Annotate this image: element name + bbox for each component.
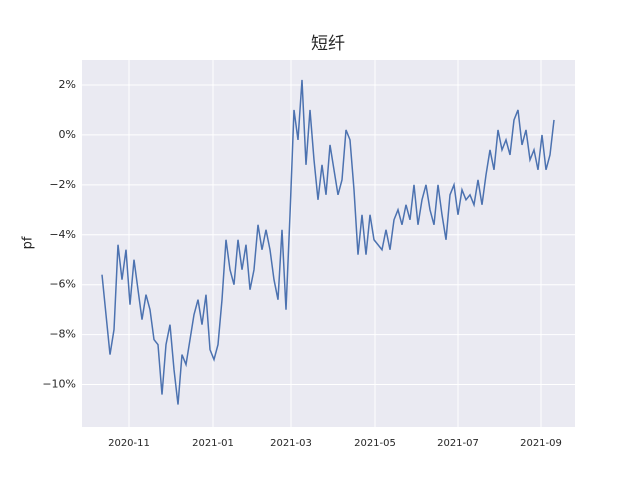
x-tick-label: 2021-05 (354, 438, 396, 449)
x-tick-label: 2021-03 (270, 438, 312, 449)
y-tick-label: 2% (59, 78, 76, 91)
x-tick-label: 2021-01 (192, 438, 234, 449)
y-tick-label: −2% (49, 178, 76, 191)
y-tick-label: −4% (49, 228, 76, 241)
y-tick-label: −10% (42, 378, 76, 391)
y-tick-label: 0% (59, 128, 76, 141)
y-tick-label: −6% (49, 278, 76, 291)
x-tick-label: 2021-09 (520, 438, 562, 449)
y-tick-label: −8% (49, 328, 76, 341)
plot-area (82, 60, 575, 427)
chart-title: 短纤 (311, 34, 345, 54)
x-tick-label: 2021-07 (437, 438, 479, 449)
data-line (101, 79, 555, 405)
x-tick-label: 2020-11 (108, 438, 150, 449)
y-axis-label: pf (21, 236, 36, 249)
